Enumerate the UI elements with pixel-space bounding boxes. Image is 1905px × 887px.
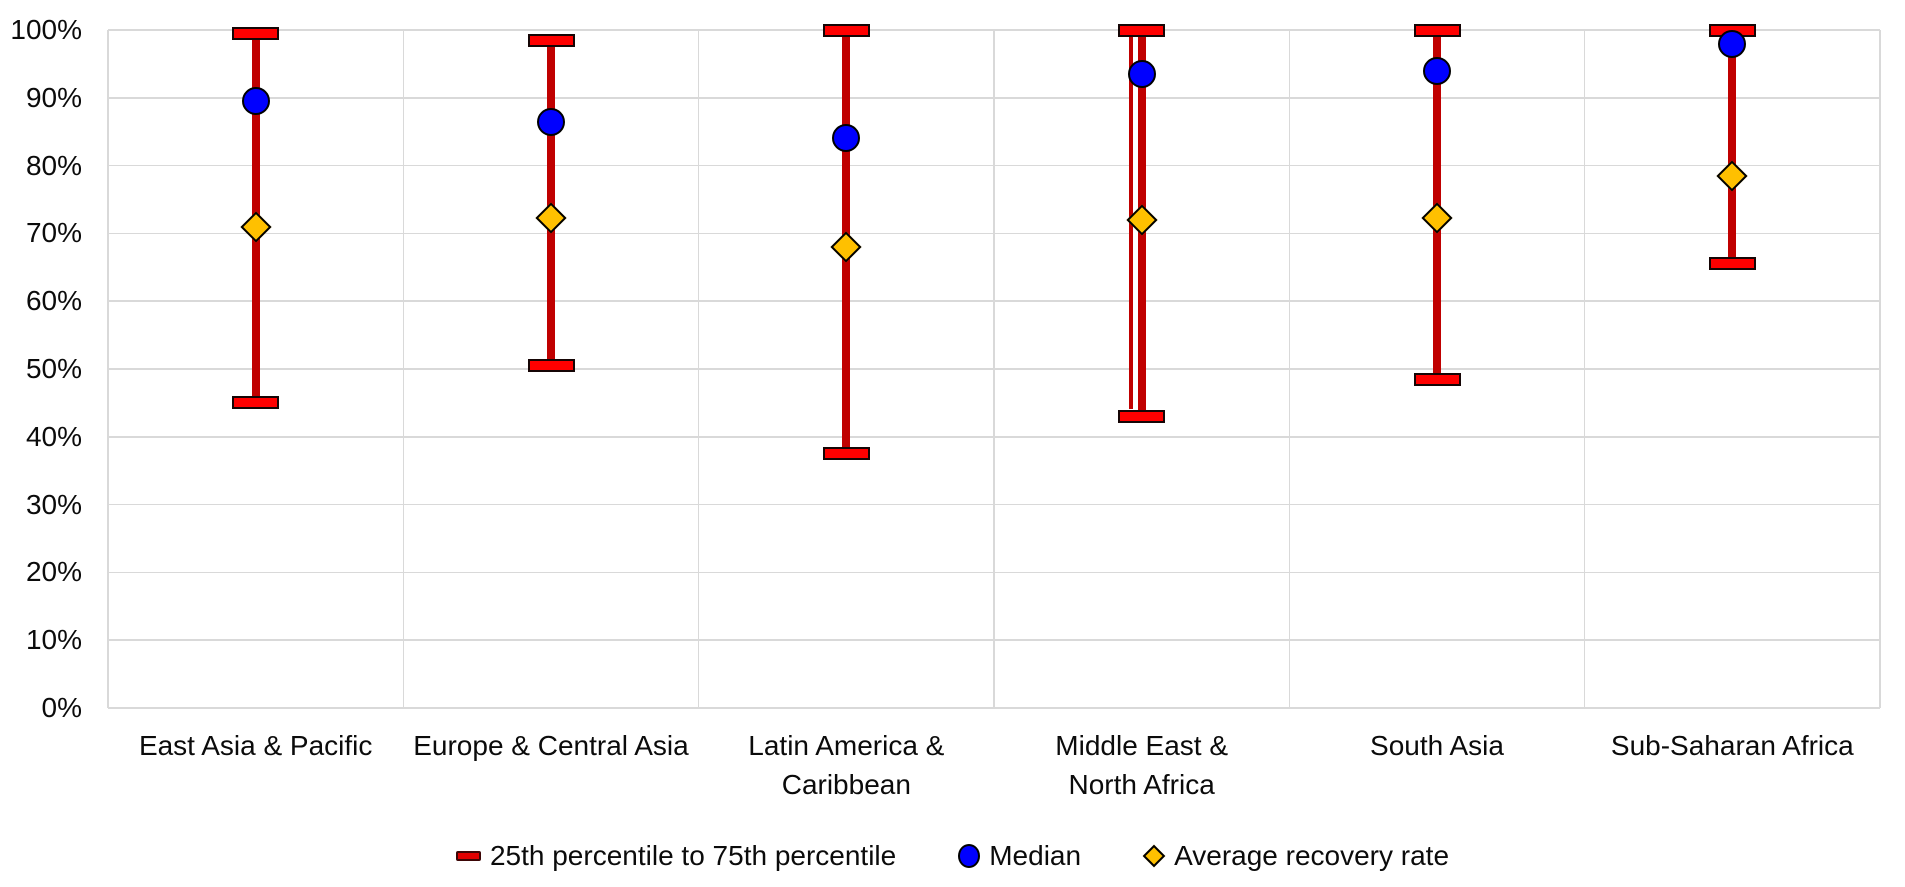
error-bar-cap-bottom bbox=[822, 447, 870, 461]
median-marker bbox=[241, 87, 270, 116]
median-marker bbox=[832, 124, 861, 153]
y-tick-label: 40% bbox=[25, 420, 82, 452]
category-boundary-line bbox=[1879, 30, 1881, 708]
gridline bbox=[108, 707, 1880, 709]
category-boundary-line bbox=[1288, 30, 1291, 708]
error-bar-cap-bottom bbox=[1413, 372, 1461, 386]
y-tick-label: 100% bbox=[10, 14, 82, 45]
legend-label-median: Median bbox=[989, 840, 1082, 871]
y-tick-label: 60% bbox=[25, 285, 82, 317]
average-diamond-icon bbox=[1142, 844, 1166, 868]
error-bar-cap-top bbox=[232, 26, 280, 40]
x-axis: East Asia & Pacific Europe & Central Asia… bbox=[108, 726, 1880, 810]
percentile-range-dash-icon bbox=[455, 851, 481, 861]
x-category-label: Middle East & North Africa bbox=[1055, 730, 1229, 800]
average-marker bbox=[240, 211, 272, 243]
plot-area bbox=[107, 23, 1881, 709]
y-tick-label: 80% bbox=[25, 149, 82, 181]
x-category-label: Europe & Central Asia bbox=[413, 730, 689, 761]
category-boundary-line bbox=[107, 30, 109, 708]
median-marker bbox=[537, 107, 565, 136]
y-tick-label: 30% bbox=[25, 488, 82, 520]
x-category-label: South Asia bbox=[1370, 730, 1504, 761]
average-marker bbox=[535, 202, 567, 234]
category-boundary-line bbox=[993, 30, 995, 708]
median-marker bbox=[1718, 29, 1747, 58]
legend-item-percentile-range: 25th percentile to 75th percentile bbox=[455, 840, 897, 872]
x-category-label: East Asia & Pacific bbox=[138, 730, 373, 761]
error-bar-cap-top bbox=[1118, 23, 1166, 37]
error-bar-cap-bottom bbox=[1118, 409, 1166, 423]
legend: 25th percentile to 75th percentile Media… bbox=[0, 838, 1905, 874]
y-tick-label: 90% bbox=[25, 81, 82, 113]
x-category-label: Latin America & Caribbean bbox=[748, 730, 945, 800]
error-bar-line bbox=[1728, 30, 1737, 264]
error-bar-cap-top bbox=[822, 23, 870, 37]
y-tick-label: 0% bbox=[41, 692, 82, 723]
category-boundary-line bbox=[1583, 30, 1586, 708]
error-bar-cap-bottom bbox=[1708, 257, 1756, 271]
y-tick-label: 20% bbox=[25, 556, 82, 588]
category-boundary-line bbox=[402, 30, 405, 708]
error-bar-cap-top bbox=[1413, 23, 1461, 37]
median-marker bbox=[1423, 56, 1451, 85]
error-bar-cap-top bbox=[527, 33, 575, 47]
average-marker bbox=[1421, 202, 1453, 234]
legend-item-median: Median bbox=[958, 840, 1081, 872]
error-bar-cap-bottom bbox=[527, 359, 575, 373]
median-marker bbox=[1127, 60, 1156, 89]
y-tick-label: 10% bbox=[25, 624, 82, 656]
average-marker bbox=[830, 231, 862, 263]
legend-item-average: Average recovery rate bbox=[1142, 840, 1450, 872]
y-axis: 0% 10% 20% 30% 40% 50% 60% 70% 80% 90% 100% bbox=[0, 16, 82, 722]
y-tick-label: 70% bbox=[25, 217, 82, 249]
category-boundary-line bbox=[697, 30, 700, 708]
median-circle-icon bbox=[958, 844, 981, 868]
error-bar-cap-bottom bbox=[232, 396, 280, 410]
legend-label-average: Average recovery rate bbox=[1174, 840, 1450, 871]
legend-label-percentile-range: 25th percentile to 75th percentile bbox=[489, 840, 897, 871]
x-category-label: Sub-Saharan Africa bbox=[1610, 730, 1854, 761]
y-tick-label: 50% bbox=[25, 353, 82, 384]
